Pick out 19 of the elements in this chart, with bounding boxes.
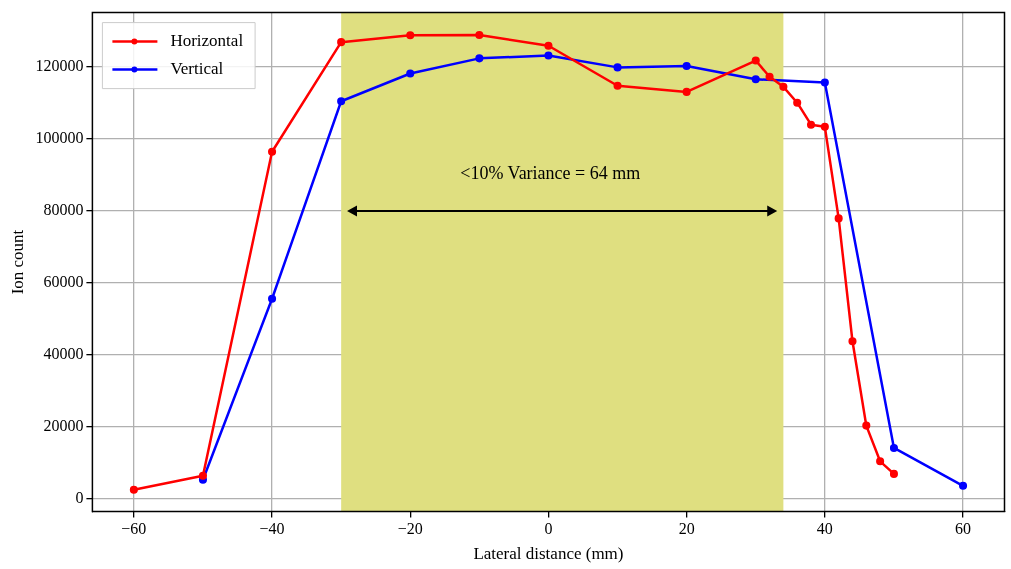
y-axis-title: Ion count xyxy=(7,229,27,295)
x-tick-label: −60 xyxy=(121,520,147,538)
y-tick-label: 20000 xyxy=(43,417,84,435)
y-tick-label: 0 xyxy=(75,489,84,507)
y-tick-label: 80000 xyxy=(43,201,84,219)
x-tick-label: 40 xyxy=(816,520,833,538)
x-tick-label: 0 xyxy=(544,520,553,538)
x-tick-label: 60 xyxy=(955,520,972,538)
legend-label: Horizontal xyxy=(170,31,244,51)
x-tick-label: 20 xyxy=(678,520,695,538)
y-tick-label: 100000 xyxy=(35,128,84,146)
x-tick-label: −20 xyxy=(397,520,423,538)
y-tick-label: 120000 xyxy=(35,56,84,74)
y-tick-label: 60000 xyxy=(43,273,84,291)
y-tick-label: 40000 xyxy=(43,345,84,363)
x-axis-title: Lateral distance (mm) xyxy=(473,544,624,564)
legend-label: Vertical xyxy=(170,59,224,79)
annotation: <10% Variance = 64 mm xyxy=(460,163,641,184)
x-tick-label: −40 xyxy=(259,520,285,538)
